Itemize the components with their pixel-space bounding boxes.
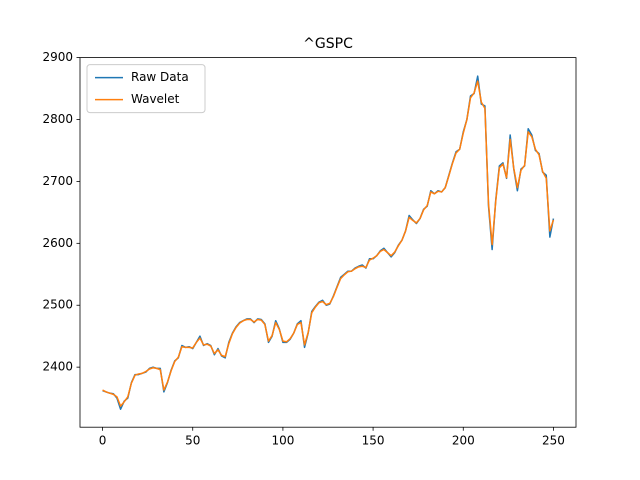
x-tick-label: 150: [362, 434, 385, 448]
x-tick-label: 100: [271, 434, 294, 448]
y-tick-label: 2400: [42, 360, 73, 374]
x-tick-label: 50: [185, 434, 200, 448]
data-line: [102, 80, 555, 407]
y-tick-label: 2700: [42, 174, 73, 188]
x-tick-label: 200: [452, 434, 475, 448]
y-tick-label: 2900: [42, 50, 73, 64]
x-tick-label: 0: [99, 434, 107, 448]
chart-title: ^GSPC: [303, 36, 353, 52]
y-tick-label: 2600: [42, 236, 73, 250]
y-tick-label: 2500: [42, 298, 73, 312]
y-tick-label: 2800: [42, 112, 73, 126]
x-tick-label: 250: [542, 434, 565, 448]
legend-box: [86, 64, 206, 114]
legend-label: Wavelet: [131, 92, 180, 106]
plot-frame: [79, 57, 577, 428]
legend-label: Raw Data: [131, 70, 189, 84]
